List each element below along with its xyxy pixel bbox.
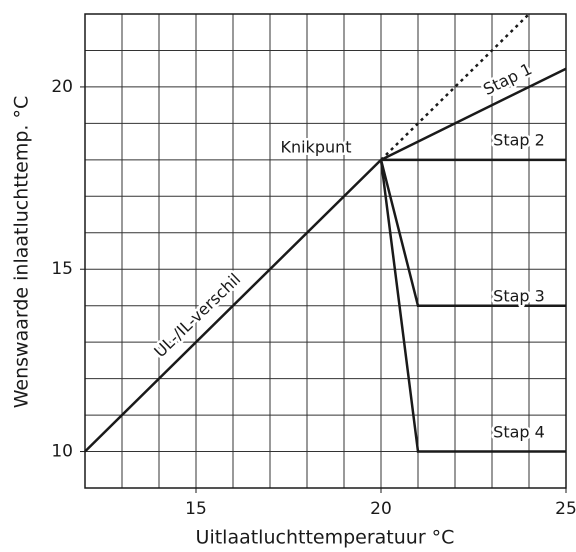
series-label: Stap 2 — [493, 131, 545, 150]
line — [380, 67, 567, 161]
y-tick-label: 20 — [51, 77, 73, 97]
line — [84, 158, 382, 453]
line — [379, 159, 566, 453]
y-tick-label: 10 — [51, 442, 73, 462]
series-label: Stap 1 — [480, 59, 535, 99]
y-tick-label: 15 — [51, 259, 73, 279]
series-label: Stap 3 — [493, 287, 545, 306]
line — [379, 159, 566, 307]
y-axis-label: Wenswaarde inlaatluchttemp. °C — [11, 96, 33, 409]
series-label: UL-/IL-verschil — [150, 269, 244, 361]
x-tick-label: 15 — [185, 499, 207, 519]
series-label: Stap 4 — [493, 423, 545, 442]
x-tick-label: 25 — [555, 499, 576, 519]
annotation: Knikpunt — [280, 138, 351, 157]
plot-frame — [84, 13, 567, 489]
x-tick-label: 20 — [370, 499, 392, 519]
x-axis-label: Uitlaatluchttemperatuur °C — [196, 527, 455, 549]
